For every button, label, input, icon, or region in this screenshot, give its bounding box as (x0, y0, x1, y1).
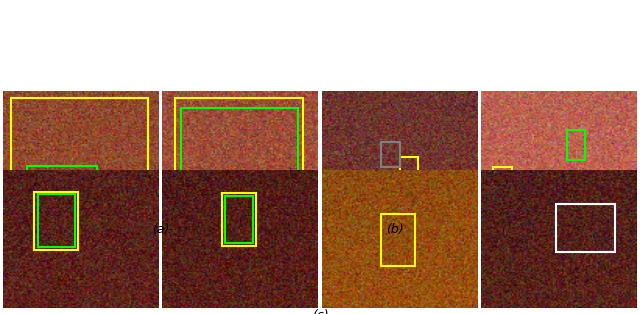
Text: (a): (a) (152, 223, 170, 236)
Bar (38, 194, 75, 247)
Bar (11, 98, 148, 215)
Bar (175, 98, 303, 222)
Bar (381, 142, 399, 167)
Text: (c): (c) (312, 309, 328, 314)
Bar (35, 192, 78, 250)
Bar (556, 204, 615, 252)
Bar (381, 214, 415, 266)
Bar (493, 167, 512, 195)
Bar (181, 108, 298, 218)
Text: (b): (b) (386, 223, 404, 236)
Bar (566, 130, 586, 160)
Bar (225, 196, 253, 243)
Bar (27, 166, 97, 218)
Bar (381, 171, 399, 202)
Bar (221, 193, 256, 246)
Bar (399, 157, 419, 188)
